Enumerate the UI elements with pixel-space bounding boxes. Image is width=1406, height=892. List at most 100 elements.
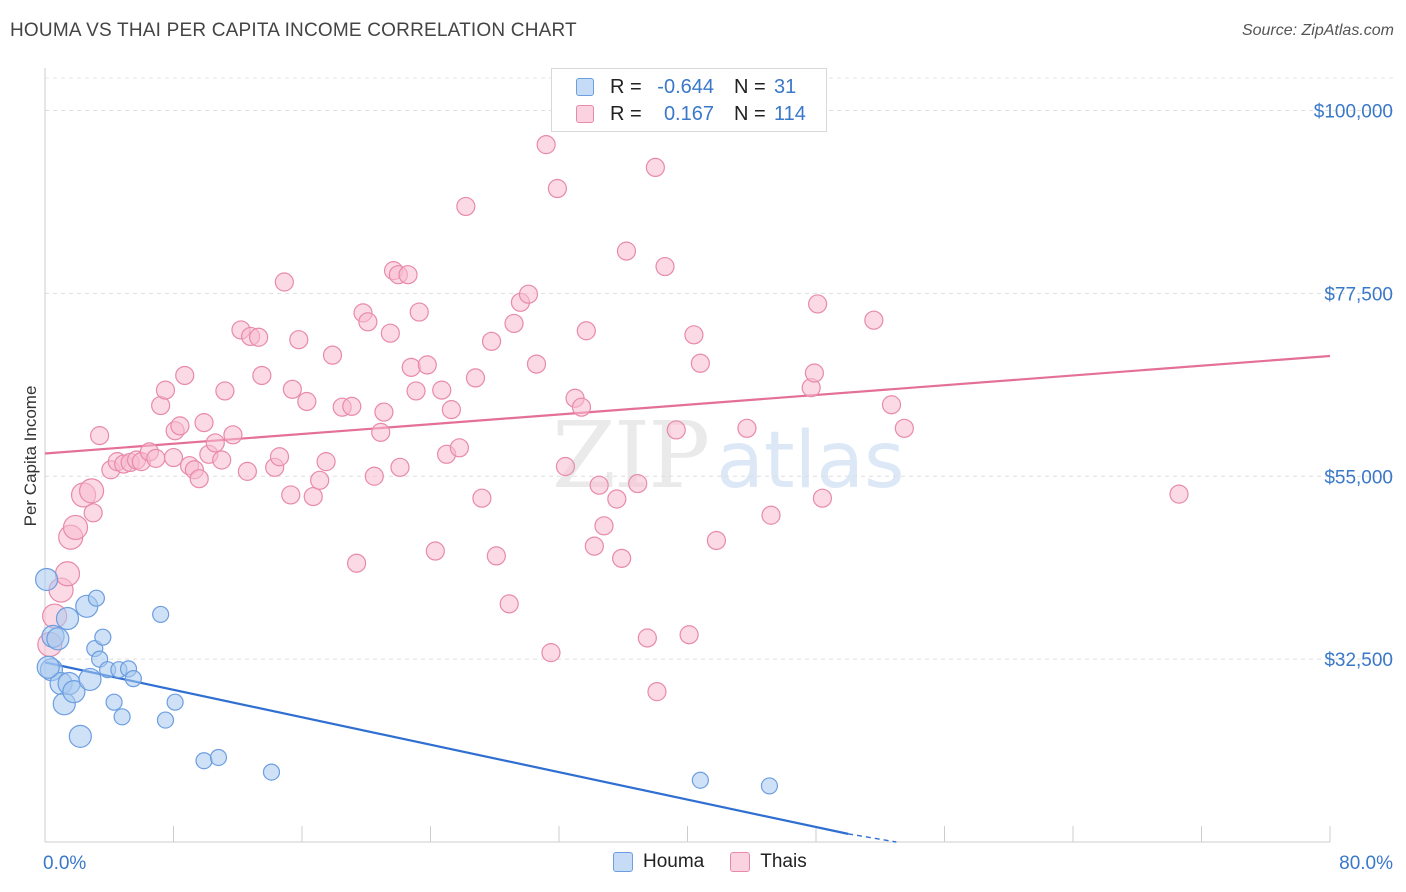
grid [45,77,1395,660]
data-point [78,667,102,692]
data-point [541,643,561,663]
data-point [645,157,665,178]
data-point [252,365,272,386]
data-point [358,312,378,332]
data-point [655,256,675,277]
bottom-legend-thais[interactable]: Thais [730,851,807,873]
data-point [342,396,362,416]
data-point [465,368,486,388]
bottom-legend-houma[interactable]: Houma [613,851,704,873]
chart-source: Source: ZipAtlas.com [1241,22,1394,39]
data-point [152,605,170,624]
data-point [55,606,80,631]
data-point [195,752,213,770]
thais-points [37,135,1189,702]
legend-n-label: N = [734,102,766,125]
data-point [547,178,567,199]
data-point [456,196,476,217]
data-point [679,625,699,645]
data-point [156,711,175,729]
data-point [864,310,884,330]
data-point [536,135,556,155]
thais-label: Thais [760,851,807,872]
data-point [297,391,317,412]
data-point [881,395,902,415]
data-point [282,379,302,399]
data-point [36,655,60,679]
data-point [1169,484,1189,504]
data-point [432,380,452,400]
data-point [303,486,323,507]
data-point [262,763,281,781]
data-point [616,241,637,261]
data-point [249,327,269,347]
y-axis-title: Per Capita Income [21,386,40,527]
data-point [576,321,596,341]
legend-r-value: -0.644 [657,75,714,98]
legend-r-value: 0.167 [663,102,714,125]
data-point [322,345,343,365]
houma-label: Houma [643,851,705,872]
legend-n-label: N = [734,75,766,98]
data-point [518,284,539,304]
data-point [812,488,833,508]
data-point [425,541,445,561]
data-point [481,331,502,351]
thais-trend-line [44,354,1331,455]
y-tick-label: $55,000 [1324,467,1393,488]
data-point [371,422,391,442]
data-point [170,416,190,436]
data-point [364,466,384,486]
data-point [441,400,461,420]
legend-row-thais: R = 0.167 N = 114 [576,101,814,127]
data-point [205,433,225,453]
y-tick-label: $32,500 [1324,650,1393,671]
data-point [526,354,547,374]
houma-swatch [613,852,633,872]
data-point [760,777,779,795]
houma-trend-extension [848,833,897,843]
data-point [504,313,524,334]
data-point [90,426,110,446]
legend-n-value: 31 [774,75,797,98]
data-point [647,682,667,702]
thais-swatch [576,105,594,123]
data-point [406,381,426,401]
legend-r-label: R = [610,75,642,98]
data-point [212,450,232,470]
trend-lines [44,354,1331,843]
data-point [155,380,176,400]
data-point [584,536,604,556]
data-point [390,457,410,477]
legend-r-label: R = [610,102,642,125]
data-point [124,670,142,688]
bottom-legend: Houma Thais [613,851,833,873]
data-point [166,693,184,711]
axes [44,68,1331,843]
data-point [269,447,290,467]
data-point [409,302,429,322]
data-point [398,265,418,285]
data-point [189,469,209,489]
data-point [499,594,519,614]
data-point [281,485,301,505]
watermark-zip: ZIP [552,402,710,509]
thais-swatch [730,852,751,872]
data-point [555,456,576,477]
data-point [163,447,184,468]
houma-points [35,567,779,795]
y-tick-label: $100,000 [1314,102,1393,123]
data-point [761,505,781,525]
houma-swatch [576,78,594,96]
data-point [637,628,657,648]
data-point [894,418,914,438]
data-point [223,425,243,445]
data-point [146,448,166,468]
data-point [78,478,105,504]
data-point [594,516,614,536]
data-point [804,363,824,383]
data-point [194,413,214,433]
data-point [486,546,506,566]
data-point [237,461,257,481]
